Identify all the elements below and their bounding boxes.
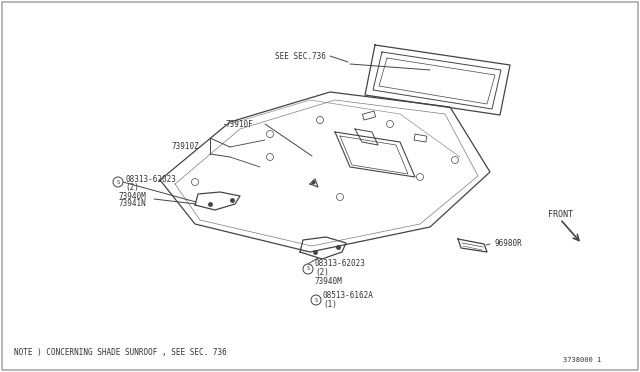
Text: 96980R: 96980R [495,240,523,248]
Bar [414,134,427,142]
Text: 73910F: 73910F [225,119,253,128]
Text: (2): (2) [125,183,139,192]
Text: (2): (2) [315,267,329,276]
Text: S: S [314,298,317,302]
Bar [362,111,376,120]
Text: S: S [116,180,120,185]
Text: 08313-62023: 08313-62023 [315,260,366,269]
Text: SEE SEC.736: SEE SEC.736 [275,51,326,61]
Text: (1): (1) [323,299,337,308]
Text: 73940M: 73940M [315,276,343,285]
Text: 73910Z: 73910Z [172,141,200,151]
Text: 73940M: 73940M [118,192,146,201]
Text: 08513-6162A: 08513-6162A [323,292,374,301]
Text: 08313-62023: 08313-62023 [125,174,176,183]
Text: 3738000 1: 3738000 1 [563,357,601,363]
Text: S: S [307,266,310,272]
Text: NOTE ) CONCERNING SHADE SUNROOF , SEE SEC. 736: NOTE ) CONCERNING SHADE SUNROOF , SEE SE… [14,347,227,356]
Text: FRONT: FRONT [548,209,573,218]
Text: 73941N: 73941N [118,199,146,208]
